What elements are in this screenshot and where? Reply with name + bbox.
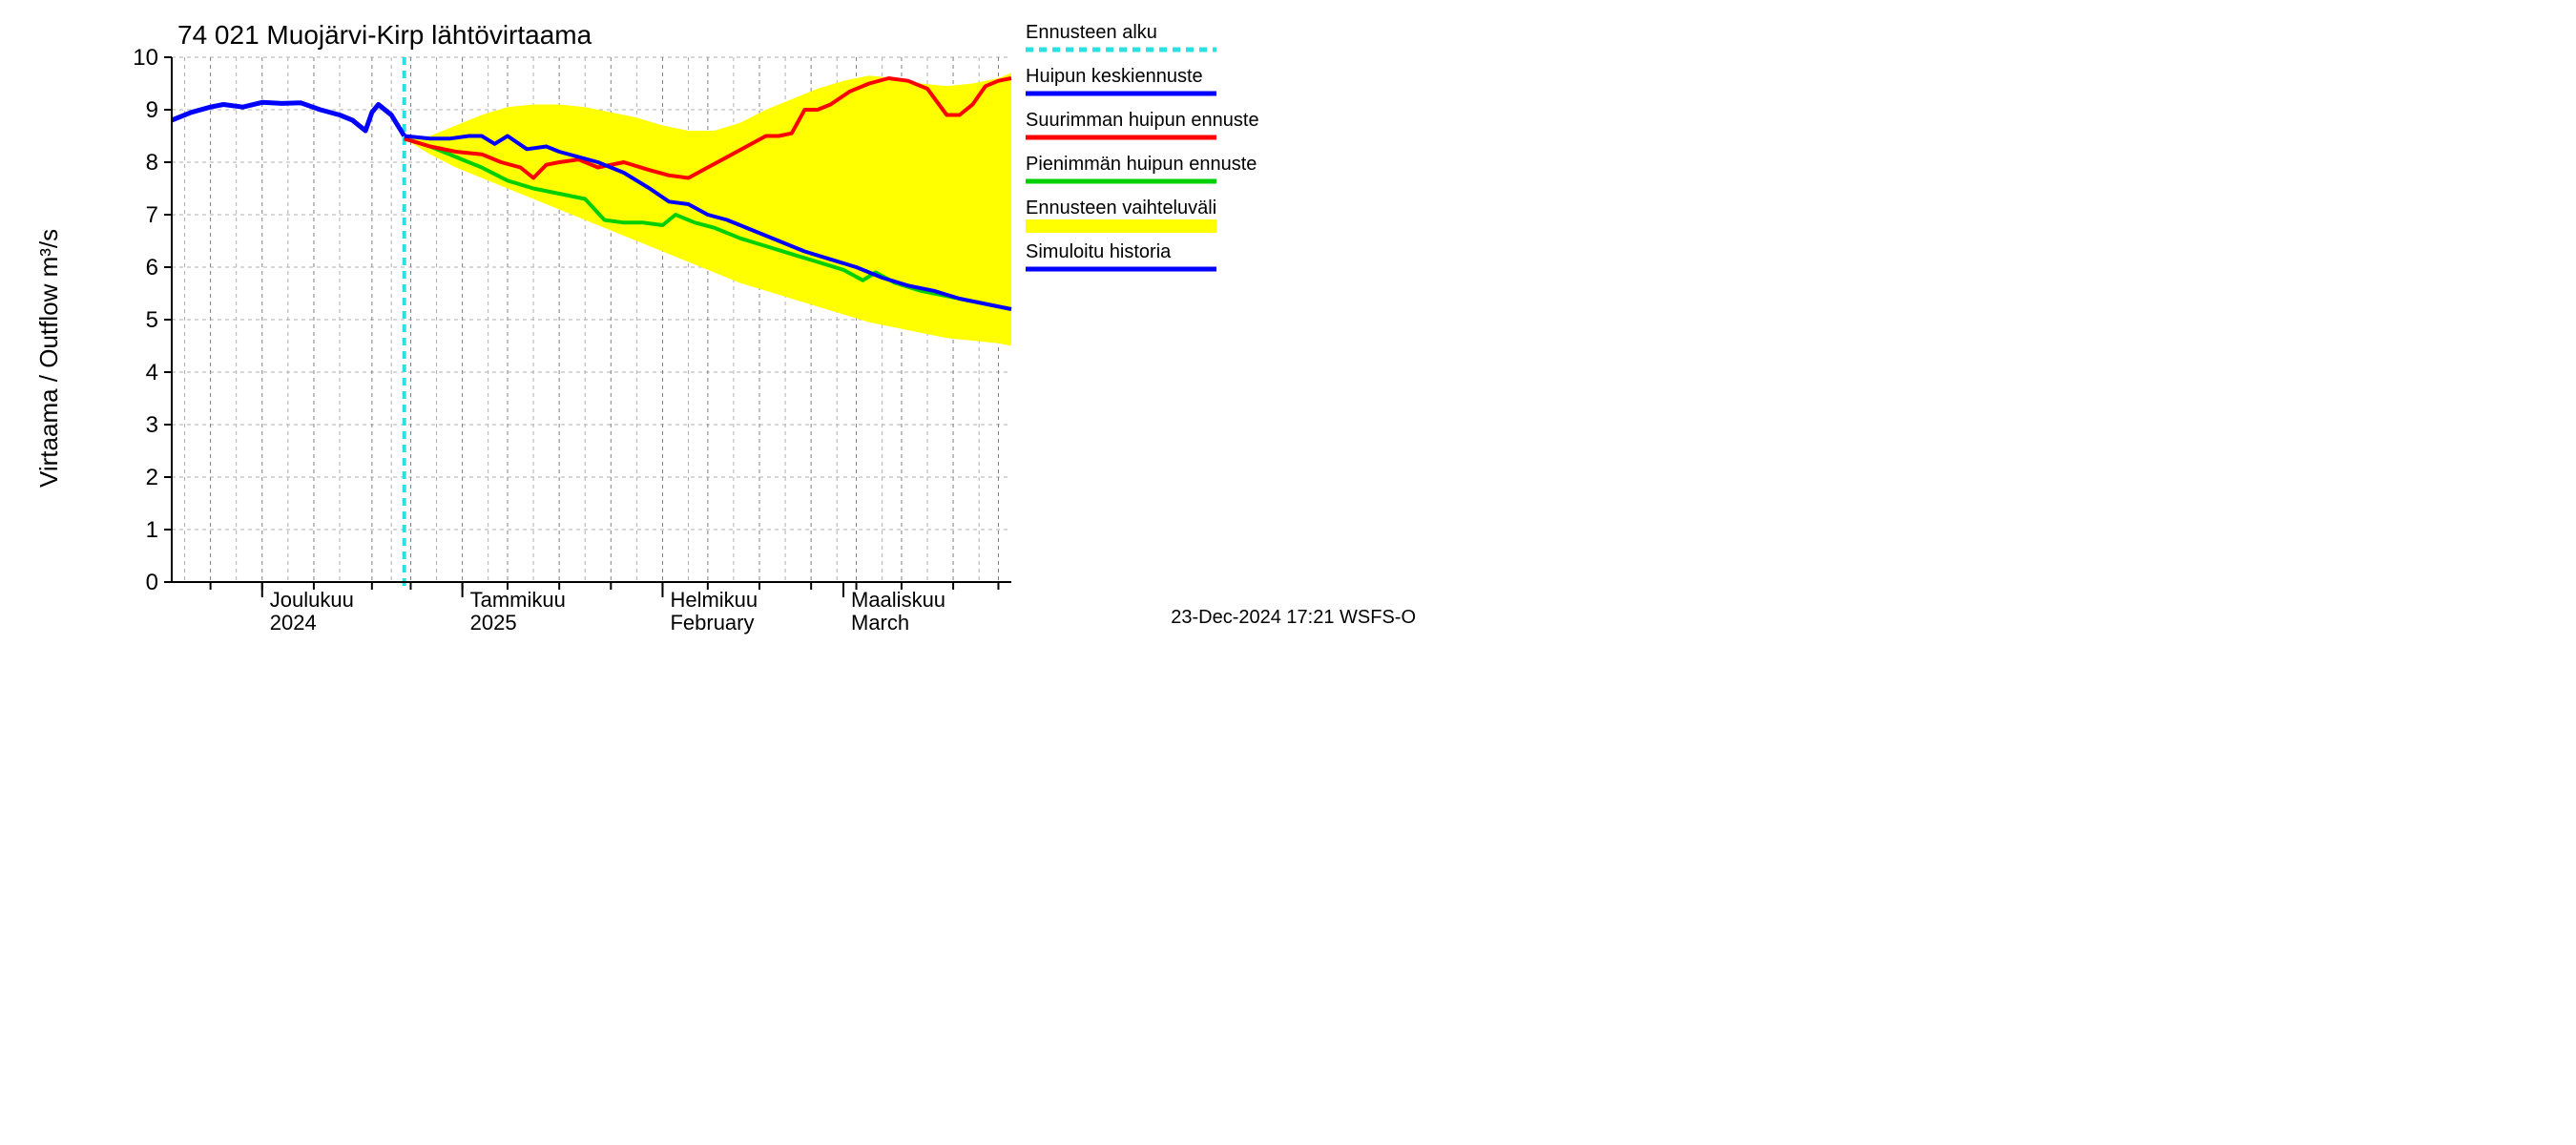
legend-label: Ennusteen alku [1026, 22, 1157, 43]
legend-label: Huipun keskiennuste [1026, 66, 1203, 87]
x-month-label-bottom: February [670, 611, 754, 635]
legend-label: Simuloitu historia [1026, 241, 1172, 262]
x-month-label-bottom: March [851, 611, 909, 635]
y-tick-label: 4 [146, 360, 158, 385]
y-tick-label: 8 [146, 150, 158, 176]
y-tick-label: 3 [146, 412, 158, 438]
y-tick-label: 10 [133, 45, 158, 71]
legend-label: Ennusteen vaihteluväli [1026, 198, 1216, 219]
y-tick-label: 0 [146, 570, 158, 595]
legend-label: Pienimmän huipun ennuste [1026, 154, 1257, 175]
x-month-label-top: Maaliskuu [851, 588, 945, 612]
legend-label: Suurimman huipun ennuste [1026, 110, 1259, 131]
chart-timestamp: 23-Dec-2024 17:21 WSFS-O [1171, 607, 1416, 628]
y-axis-label: Virtaama / Outflow m³/s [34, 229, 63, 488]
y-tick-label: 7 [146, 202, 158, 228]
x-month-label-bottom: 2024 [270, 611, 317, 635]
y-tick-label: 2 [146, 465, 158, 490]
legend-swatch [1026, 219, 1216, 233]
y-tick-label: 1 [146, 517, 158, 543]
chart-title: 74 021 Muojärvi-Kirp lähtövirtaama [177, 20, 592, 50]
y-tick-label: 6 [146, 255, 158, 281]
x-month-label-top: Joulukuu [270, 588, 354, 612]
chart-container: 0 1 2 3 4 5 6 7 8 9 10 Joulukuu2024 Tammikuu2025 Helm… [0, 0, 1431, 636]
y-tick-label: 9 [146, 97, 158, 123]
x-month-label-top: Tammikuu [470, 588, 566, 612]
flow-forecast-chart: 0 1 2 3 4 5 6 7 8 9 10 Joulukuu2024 Tammikuu2025 Helm… [0, 0, 1431, 636]
x-month-label-bottom: 2025 [470, 611, 517, 635]
y-tick-label: 5 [146, 307, 158, 333]
x-month-label-top: Helmikuu [670, 588, 758, 612]
